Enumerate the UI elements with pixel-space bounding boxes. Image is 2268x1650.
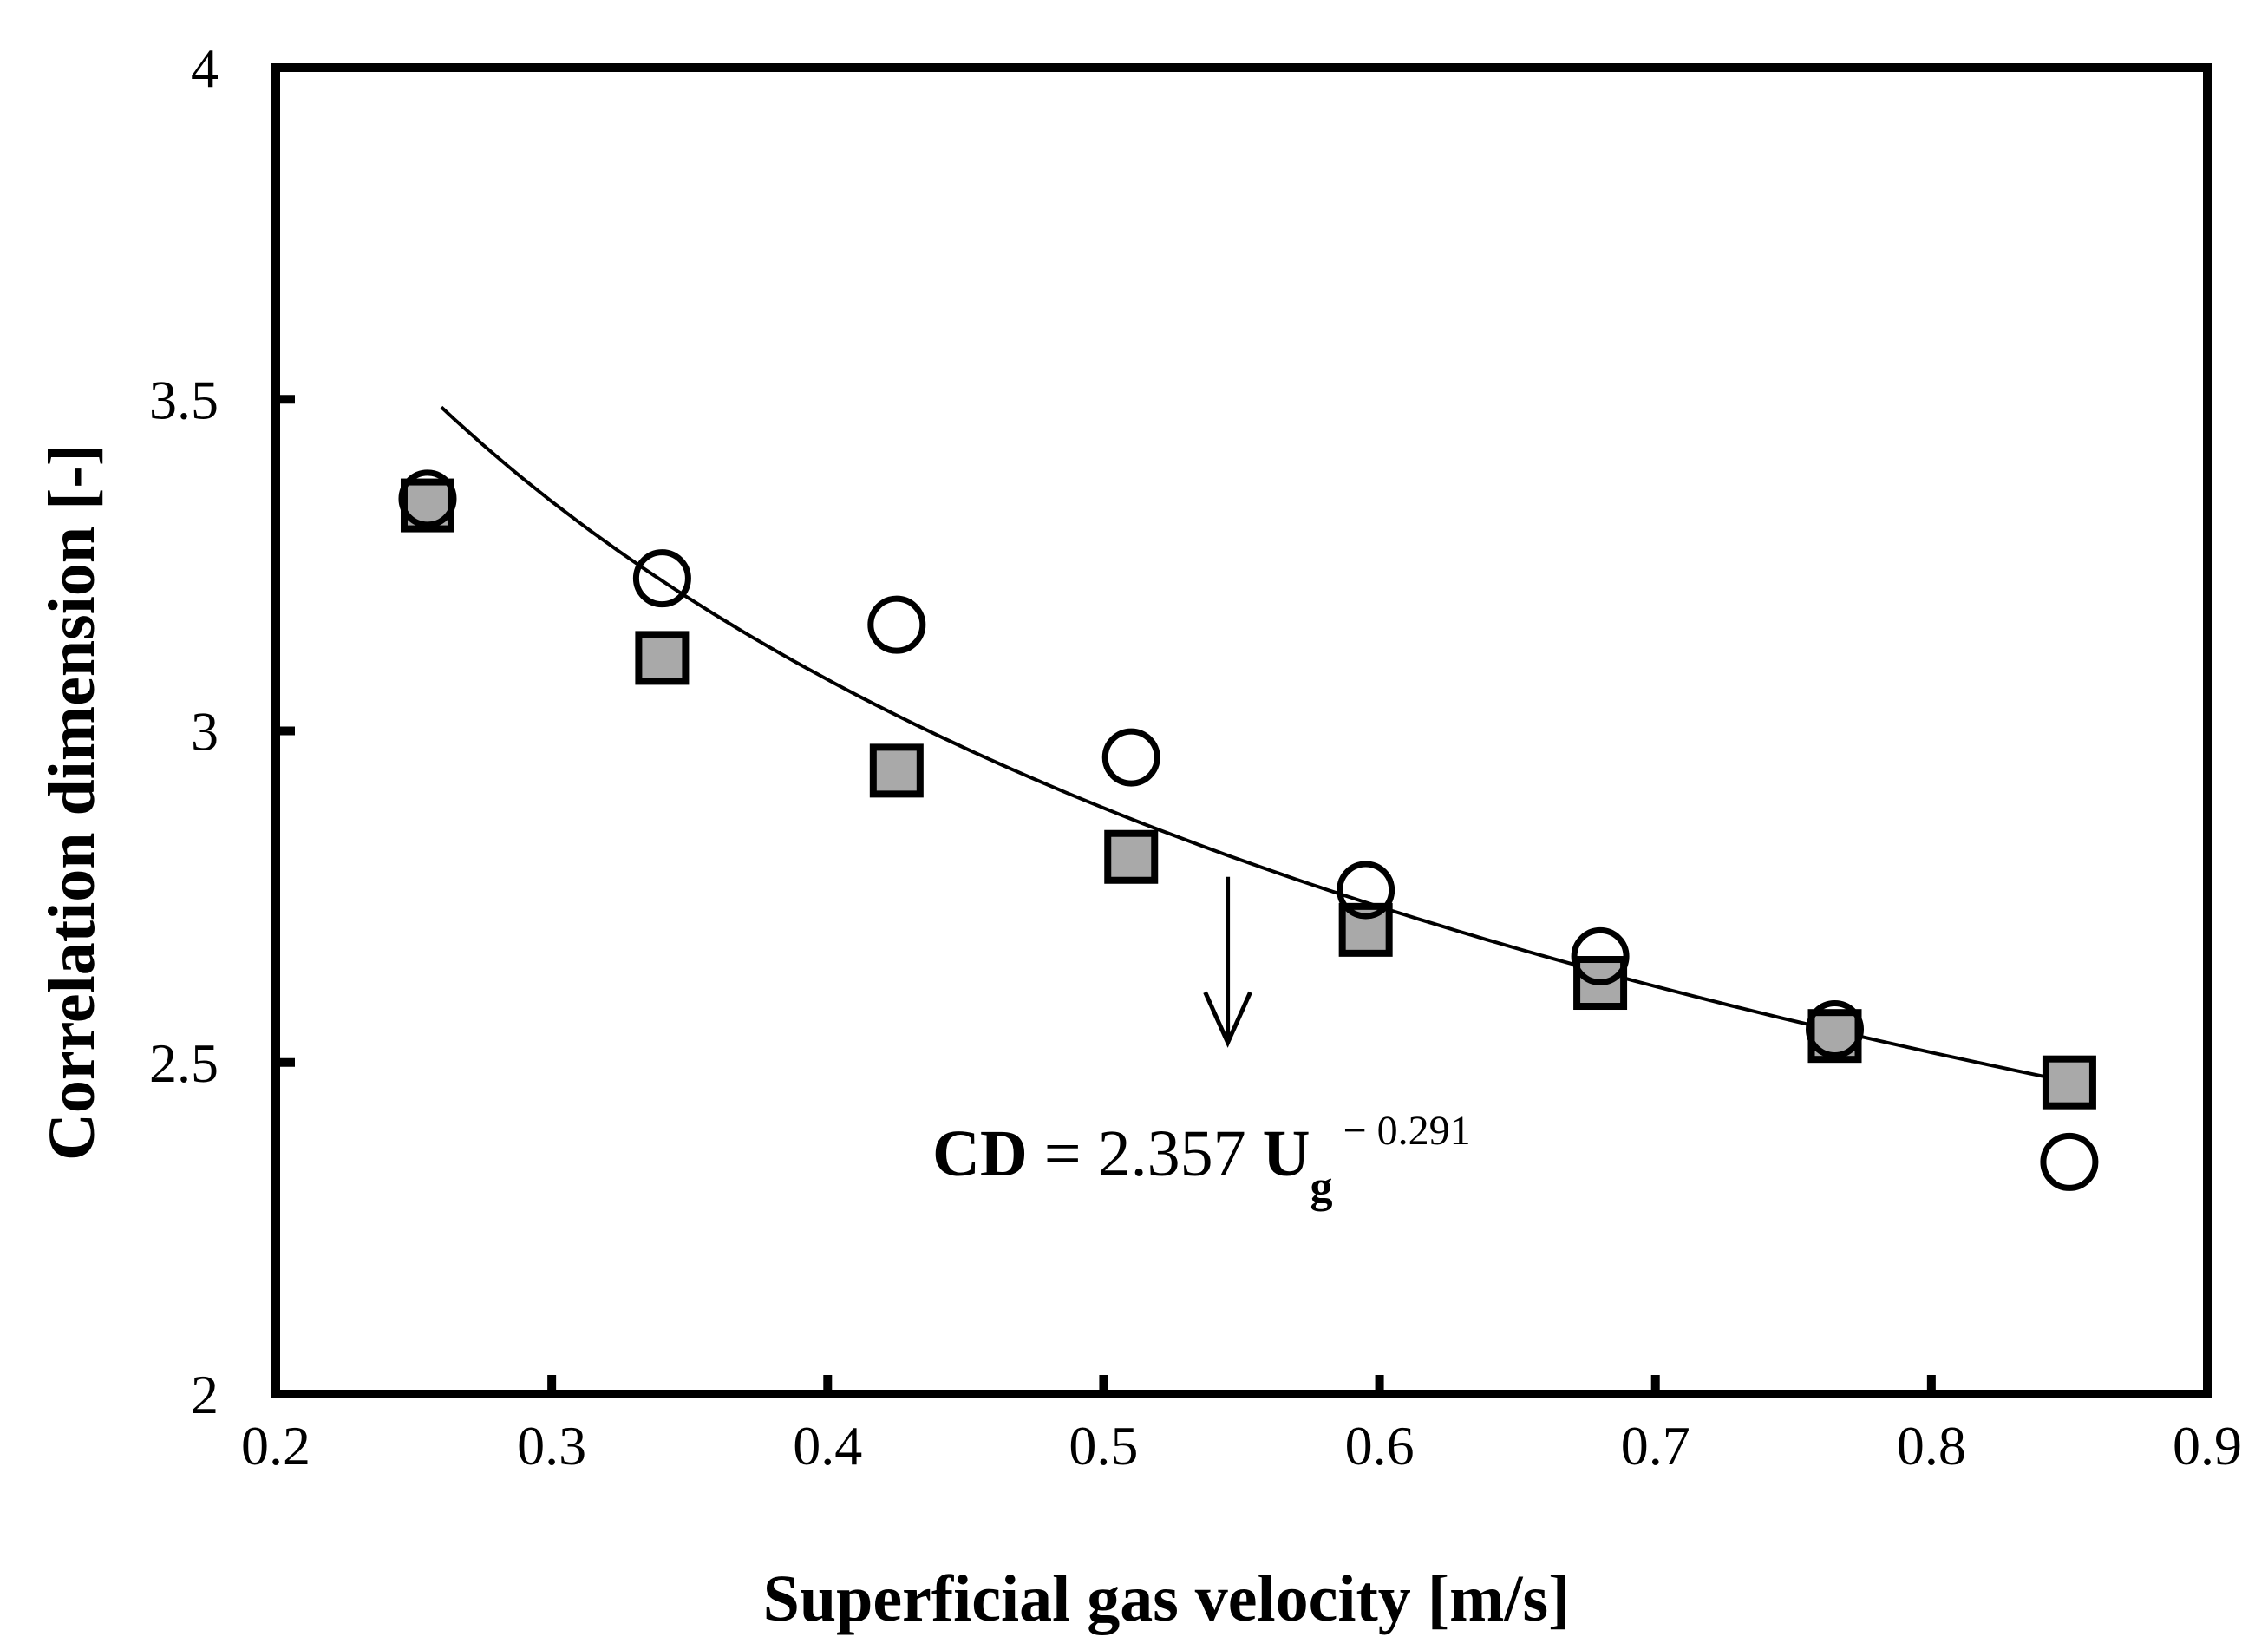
fit-curve-line	[440, 405, 2070, 1084]
circle-marker	[1101, 728, 1160, 787]
x-axis-title: Superficial gas velocity [m/s]	[763, 1562, 1571, 1635]
fit-curve-layer	[440, 405, 2070, 1084]
x-tick-label: 0.7	[1621, 1415, 1690, 1476]
equation-exponent: − 0.291	[1333, 1108, 1471, 1154]
circle-marker	[867, 595, 926, 654]
y-tick-label: 3	[191, 701, 219, 763]
plot-frame	[271, 63, 2212, 1398]
x-tick-labels: 0.2 0.3 0.4 0.5 0.6 0.7 0.8 0.9	[241, 1415, 2242, 1476]
equation-annotation: CD = 2.357 Ug − 0.291	[932, 876, 1471, 1212]
equation-cd: CD	[932, 1117, 1028, 1190]
square-marker	[2042, 1055, 2096, 1110]
plot-border	[271, 63, 2212, 1398]
circle-marker	[2040, 1132, 2099, 1191]
y-tick-labels: 2 2.5 3 3.5 4	[149, 37, 219, 1425]
x-tick-label: 0.8	[1897, 1415, 1966, 1476]
equation-text: CD = 2.357 Ug − 0.291	[932, 1108, 1471, 1212]
circle-marker	[398, 469, 457, 528]
data-markers	[398, 469, 2099, 1191]
x-tick-label: 0.3	[517, 1415, 586, 1476]
y-tick-label: 3.5	[149, 369, 219, 430]
y-tick-label: 2	[191, 1364, 219, 1425]
x-tick-label: 0.9	[2173, 1415, 2242, 1476]
x-tick-label: 0.5	[1069, 1415, 1138, 1476]
y-tick-label: 4	[191, 37, 219, 99]
x-tick-label: 0.4	[793, 1415, 862, 1476]
annotation-arrow-head	[1203, 991, 1252, 1048]
equation-u: U	[1263, 1117, 1310, 1190]
axis-ticks	[276, 395, 1936, 1394]
circle-marker	[1571, 926, 1630, 985]
circle-marker	[1337, 861, 1395, 920]
equation-subscript: g	[1310, 1162, 1333, 1212]
equation-mid: = 2.357	[1028, 1117, 1263, 1190]
x-tick-label: 0.2	[241, 1415, 310, 1476]
x-tick-label: 0.6	[1345, 1415, 1415, 1476]
circle-marker	[1806, 1000, 1865, 1059]
circle-marker	[632, 549, 691, 608]
y-tick-label: 2.5	[149, 1032, 219, 1094]
square-marker	[635, 631, 690, 685]
y-axis-title: Correlation dimension [-]	[36, 444, 108, 1161]
square-marker	[1104, 829, 1159, 884]
square-marker	[869, 743, 924, 798]
